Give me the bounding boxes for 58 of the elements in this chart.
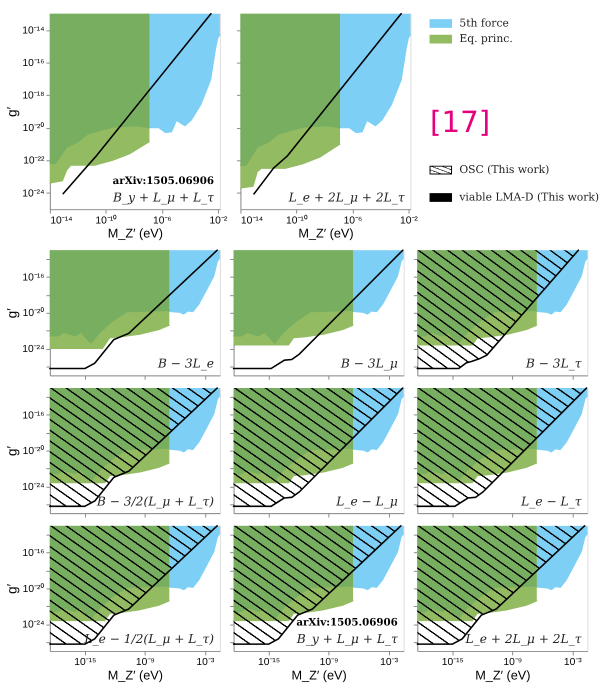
y-tick-label: 10⁻²⁰ — [22, 582, 44, 595]
text: L_e + 2L_μ + 2L_τ — [288, 190, 405, 204]
x-tick-label: 10⁻² — [209, 215, 228, 226]
y-tick-label: 10⁻²⁰ — [22, 445, 44, 458]
x-tick-label: 10⁻¹⁵ — [74, 657, 96, 668]
x-tick-label: 10⁻⁶ — [153, 215, 172, 226]
y-tick-label: 10⁻²⁰ — [22, 122, 44, 134]
x-tick-label: 10⁻³ — [380, 657, 399, 668]
legend-label: Eq. princ. — [459, 32, 513, 46]
y-tick-label: 10⁻¹⁸ — [22, 90, 44, 102]
y-tick-label: 10⁻¹⁶ — [22, 272, 44, 284]
text: B_y + L_μ + L_τ — [112, 190, 214, 204]
x-axis-title: M_Z′ (eV) — [291, 668, 347, 682]
x-tick-label: 10⁻¹⁴ — [240, 215, 264, 226]
y-tick-label: 10⁻²² — [23, 156, 46, 167]
text: L_e + 2L_μ + 2L_τ — [464, 632, 582, 646]
x-axis-title: M_Z′ (eV) — [108, 226, 163, 241]
x-tick-label: 10⁻⁶ — [344, 215, 362, 226]
text: OSC (This work) — [459, 163, 550, 176]
y-tick-label: 10⁻²⁴ — [22, 344, 44, 355]
x-tick-label: 10⁻³ — [196, 657, 215, 668]
text: L_e − L_μ — [335, 494, 398, 508]
y-axis-title: g′ — [4, 446, 20, 456]
x-tick-label: 10⁻¹⁰ — [95, 214, 118, 226]
y-tick-label: 10⁻¹⁴ — [22, 25, 44, 36]
x-axis-title: M_Z′ (eV) — [475, 668, 530, 682]
x-axis-title: M_Z′ (eV) — [108, 668, 163, 682]
y-tick-label: 10⁻²⁴ — [22, 188, 44, 200]
text: B_y + L_μ + L_τ — [296, 632, 398, 646]
x-tick-label: 10⁻¹⁵ — [442, 657, 464, 668]
y-axis-title: g′ — [4, 106, 20, 118]
text: B − 3/2(L_μ + L_τ) — [96, 494, 214, 508]
x-tick-label: 10⁻⁹ — [320, 657, 338, 668]
y-axis-title: g′ — [4, 308, 20, 318]
x-tick-label: 10⁻¹⁰ — [286, 214, 308, 226]
y-tick-label: 10⁻¹⁶ — [22, 410, 44, 422]
x-axis-title: M_Z′ (eV) — [298, 226, 354, 241]
x-tick-label: 10⁻² — [400, 215, 418, 226]
annotation: arXiv:1505.06906 — [296, 616, 398, 629]
y-tick-label: 10⁻²⁴ — [22, 482, 44, 493]
x-tick-label: 10⁻⁹ — [503, 657, 522, 668]
text: B − 3L_e — [156, 356, 214, 371]
y-axis-title: g′ — [4, 583, 20, 594]
x-tick-label: 10⁻⁹ — [136, 657, 155, 668]
y-tick-label: 10⁻²⁴ — [22, 620, 44, 631]
legend-label: 5th force — [459, 16, 509, 30]
y-tick-label: 10⁻¹⁶ — [22, 58, 44, 70]
y-tick-label: 10⁻²⁰ — [22, 307, 44, 320]
x-tick-label: 10⁻¹⁵ — [258, 657, 280, 668]
y-tick-label: 10⁻¹⁶ — [22, 548, 44, 560]
text: B − 3L_τ — [524, 356, 582, 371]
text: B − 3L_μ — [340, 356, 398, 371]
x-tick-label: 10⁻³ — [564, 657, 582, 668]
x-tick-label: 10⁻¹⁴ — [50, 215, 73, 226]
text: L_e − L_τ — [520, 494, 582, 508]
text: [17] — [430, 104, 490, 139]
legend-label: viable LMA-D (This work) — [458, 190, 600, 204]
annotation: arXiv:1505.06906 — [112, 174, 214, 187]
